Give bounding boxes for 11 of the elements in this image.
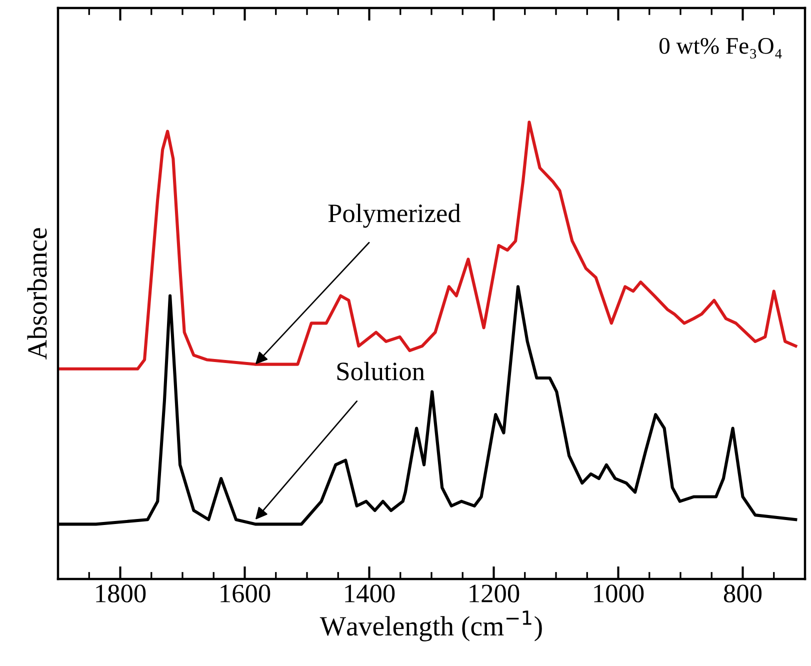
- annotation: Polymerized: [328, 204, 461, 228]
- x-axis-title: Wavelength (cm$^{−1}$): [320, 610, 542, 642]
- x-tick-label: 1600: [220, 584, 270, 602]
- x-tick-label: 1800: [96, 584, 146, 602]
- x-tick-label: 1200: [470, 584, 520, 602]
- text: 0 wt% Fe₃O₄: [659, 38, 782, 59]
- x-tick-label: 1400: [345, 584, 395, 602]
- y-axis-title: Absorbance: [27, 228, 47, 360]
- annotation: Solution: [337, 362, 425, 380]
- x-tick-label: 1000: [594, 584, 644, 602]
- x-tick-label: 800: [724, 584, 762, 602]
